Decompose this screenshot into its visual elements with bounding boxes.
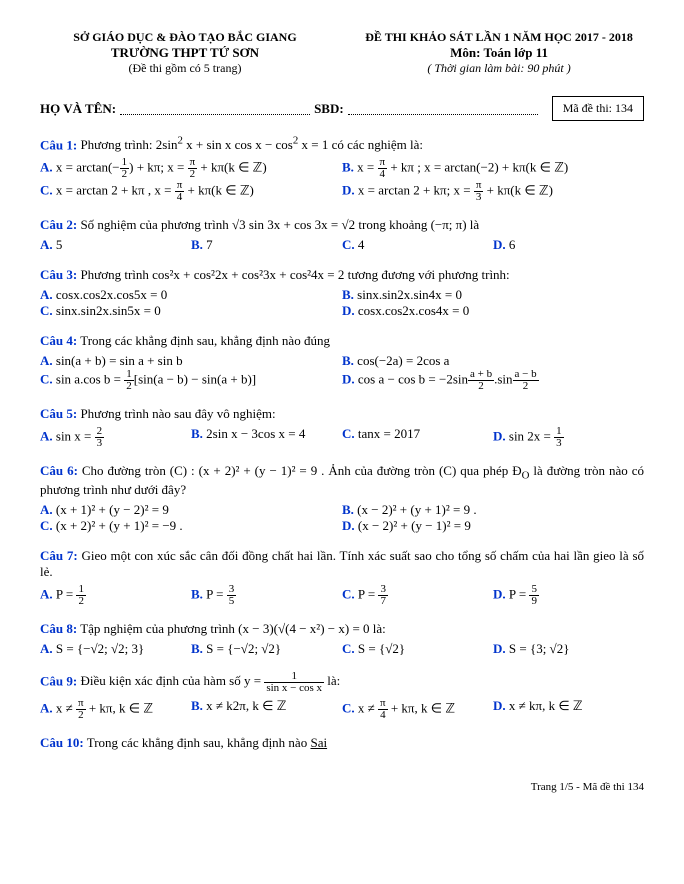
q8-opt-a: A. S = {−√2; √2; 3}	[40, 641, 191, 657]
q1-options: A. x = arctan(−12) + kπ; x = π2 + kπ(k ∈…	[40, 157, 644, 203]
question-7: Câu 7: Gieo một con xúc sắc cân đối đồng…	[40, 548, 644, 607]
q9-opt-a: A. x ≠ π2 + kπ, k ∈ ℤ	[40, 698, 191, 721]
q9-opt-c: C. x ≠ π4 + kπ, k ∈ ℤ	[342, 698, 493, 721]
q3-text: Phương trình cos²x + cos²2x + cos²3x + c…	[80, 267, 509, 282]
q7-text: Gieo một con xúc sắc cân đối đồng chất h…	[40, 548, 644, 579]
q3-options: A. cosx.cos2x.cos5x = 0 B. sinx.sin2x.si…	[40, 287, 644, 319]
q3-opt-b: B. sinx.sin2x.sin4x = 0	[342, 287, 644, 303]
q4-opt-a: A. sin(a + b) = sin a + sin b	[40, 353, 342, 369]
header-right: ĐỀ THI KHẢO SÁT LẦN 1 NĂM HỌC 2017 - 201…	[354, 30, 644, 76]
q3-label: Câu 3:	[40, 267, 77, 282]
question-9: Câu 9: Điều kiện xác định của hàm số y =…	[40, 671, 644, 721]
q4-opt-b: B. cos(−2a) = 2cos a	[342, 353, 644, 369]
q9-opt-b: B. x ≠ k2π, k ∈ ℤ	[191, 698, 342, 721]
q8-text: Tập nghiệm của phương trình (x − 3)(√(4 …	[80, 621, 386, 636]
q3-opt-c: C. sinx.sin2x.sin5x = 0	[40, 303, 342, 319]
q2-opt-c: C. 4	[342, 237, 493, 253]
q4-opt-d: D. cos a − cos b = −2sina + b2.sina − b2	[342, 369, 644, 392]
q7-opt-a: A. P = 12	[40, 584, 191, 607]
q5-text: Phương trình nào sau đây vô nghiệm:	[80, 406, 275, 421]
name-label: HỌ VÀ TÊN:	[40, 101, 116, 117]
duration-line: ( Thời gian làm bài: 90 phút )	[354, 61, 644, 76]
q7-opt-c: C. P = 37	[342, 584, 493, 607]
q8-label: Câu 8:	[40, 621, 77, 636]
subject-line: Môn: Toán lớp 11	[354, 45, 644, 61]
q6-opt-a: A. (x + 1)² + (y − 2)² = 9	[40, 502, 342, 518]
q6-opt-d: D. (x − 2)² + (y − 1)² = 9	[342, 518, 644, 534]
q6-opt-c: C. (x + 2)² + (y + 1)² = −9 .	[40, 518, 342, 534]
q5-opt-c: C. tanx = 2017	[342, 426, 493, 449]
sbd-dots	[348, 102, 538, 115]
q5-opt-d: D. sin 2x = 13	[493, 426, 644, 449]
question-8: Câu 8: Tập nghiệm của phương trình (x − …	[40, 621, 644, 657]
q9-text: Điều kiện xác định của hàm số y = 1sin x…	[80, 673, 340, 688]
q5-label: Câu 5:	[40, 406, 77, 421]
q1-opt-a: A. x = arctan(−12) + kπ; x = π2 + kπ(k ∈…	[40, 157, 342, 180]
student-info-row: HỌ VÀ TÊN: SBD: Mã đề thi: 134	[40, 96, 644, 121]
q2-text: Số nghiệm của phương trình √3 sin 3x + c…	[80, 217, 479, 232]
q7-opt-d: D. P = 59	[493, 584, 644, 607]
q5-opt-a: A. sin x = 23	[40, 426, 191, 449]
question-3: Câu 3: Phương trình cos²x + cos²2x + cos…	[40, 267, 644, 319]
q1-opt-d: D. x = arctan 2 + kπ; x = π3 + kπ(k ∈ ℤ)	[342, 180, 644, 203]
q1-opt-b: B. x = π4 + kπ ; x = arctan(−2) + kπ(k ∈…	[342, 157, 644, 180]
page-count-line: (Đề thi gồm có 5 trang)	[40, 61, 330, 76]
q8-options: A. S = {−√2; √2; 3} B. S = {−√2; √2} C. …	[40, 641, 644, 657]
q2-opt-a: A. 5	[40, 237, 191, 253]
q7-options: A. P = 12 B. P = 35 C. P = 37 D. P = 59	[40, 584, 644, 607]
question-4: Câu 4: Trong các khẳng định sau, khẳng đ…	[40, 333, 644, 392]
q1-text: Phương trình: 2sin2 x + sin x cos x − co…	[80, 137, 423, 152]
q10-text: Trong các khẳng định sau, khẳng định nào…	[87, 735, 327, 750]
q8-opt-d: D. S = {3; √2}	[493, 641, 644, 657]
name-dots	[120, 102, 310, 115]
q3-opt-d: D. cosx.cos2x.cos4x = 0	[342, 303, 644, 319]
q10-label: Câu 10:	[40, 735, 84, 750]
exam-title: ĐỀ THI KHẢO SÁT LẦN 1 NĂM HỌC 2017 - 201…	[354, 30, 644, 45]
q9-label: Câu 9:	[40, 673, 77, 688]
question-5: Câu 5: Phương trình nào sau đây vô nghiệ…	[40, 406, 644, 449]
q1-opt-c: C. x = arctan 2 + kπ , x = π4 + kπ(k ∈ ℤ…	[40, 180, 342, 203]
q4-text: Trong các khẳng định sau, khẳng định nào…	[80, 333, 330, 348]
q3-opt-a: A. cosx.cos2x.cos5x = 0	[40, 287, 342, 303]
q7-opt-b: B. P = 35	[191, 584, 342, 607]
question-1: Câu 1: Phương trình: 2sin2 x + sin x cos…	[40, 135, 644, 203]
q6-text: Cho đường tròn (C) : (x + 2)² + (y − 1)²…	[40, 463, 644, 497]
q2-options: A. 5 B. 7 C. 4 D. 6	[40, 237, 644, 253]
q4-opt-c: C. sin a.cos b = 12[sin(a − b) − sin(a +…	[40, 369, 342, 392]
exam-code-box: Mã đề thi: 134	[552, 96, 644, 121]
question-10: Câu 10: Trong các khẳng định sau, khẳng …	[40, 735, 644, 751]
page-footer: Trang 1/5 - Mã đề thi 134	[40, 781, 644, 793]
q7-label: Câu 7:	[40, 548, 78, 563]
school-line: TRƯỜNG THPT TỨ SƠN	[40, 45, 330, 61]
q5-opt-b: B. 2sin x − 3cos x = 4	[191, 426, 342, 449]
exam-header: SỞ GIÁO DỤC & ĐÀO TẠO BẮC GIANG TRƯỜNG T…	[40, 30, 644, 76]
q2-label: Câu 2:	[40, 217, 77, 232]
q6-options: A. (x + 1)² + (y − 2)² = 9 B. (x − 2)² +…	[40, 502, 644, 534]
q9-options: A. x ≠ π2 + kπ, k ∈ ℤ B. x ≠ k2π, k ∈ ℤ …	[40, 698, 644, 721]
q4-options: A. sin(a + b) = sin a + sin b B. cos(−2a…	[40, 353, 644, 392]
q4-label: Câu 4:	[40, 333, 77, 348]
q8-opt-c: C. S = {√2}	[342, 641, 493, 657]
org-line: SỞ GIÁO DỤC & ĐÀO TẠO BẮC GIANG	[40, 30, 330, 45]
q2-opt-d: D. 6	[493, 237, 644, 253]
q5-options: A. sin x = 23 B. 2sin x − 3cos x = 4 C. …	[40, 426, 644, 449]
q9-opt-d: D. x ≠ kπ, k ∈ ℤ	[493, 698, 644, 721]
q6-opt-b: B. (x − 2)² + (y + 1)² = 9 .	[342, 502, 644, 518]
sbd-label: SBD:	[314, 101, 344, 117]
header-left: SỞ GIÁO DỤC & ĐÀO TẠO BẮC GIANG TRƯỜNG T…	[40, 30, 330, 76]
question-2: Câu 2: Số nghiệm của phương trình √3 sin…	[40, 217, 644, 253]
q6-label: Câu 6:	[40, 463, 78, 478]
q8-opt-b: B. S = {−√2; √2}	[191, 641, 342, 657]
question-6: Câu 6: Cho đường tròn (C) : (x + 2)² + (…	[40, 463, 644, 534]
q1-label: Câu 1:	[40, 137, 77, 152]
q2-opt-b: B. 7	[191, 237, 342, 253]
